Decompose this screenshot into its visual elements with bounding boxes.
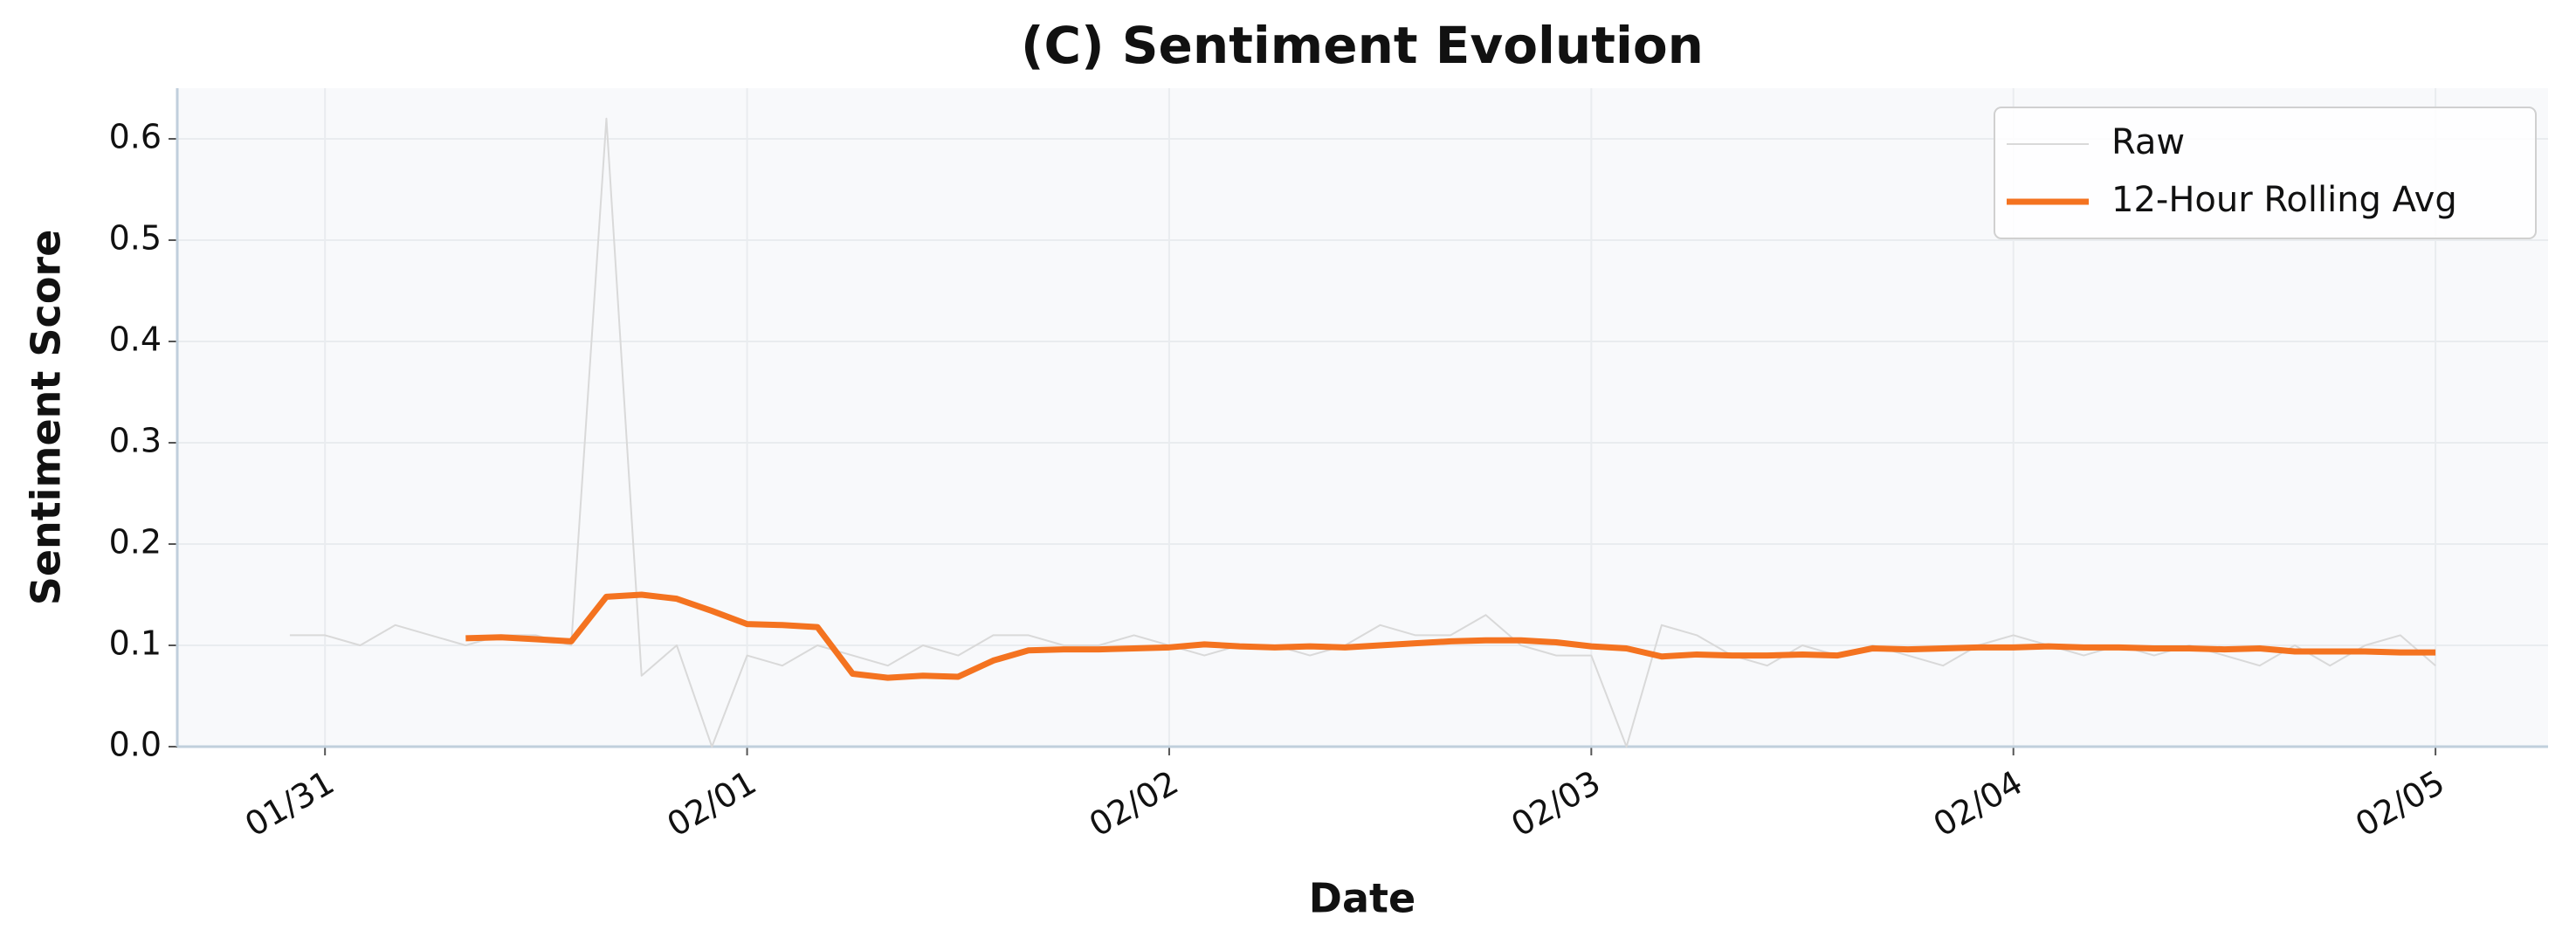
y-tick-label: 0.3 xyxy=(109,422,162,460)
y-axis-label: Sentiment Score xyxy=(23,230,70,606)
y-tick-label: 0.2 xyxy=(109,523,162,562)
x-tick-label: 02/01 xyxy=(660,763,762,844)
x-axis-label: Date xyxy=(1309,875,1415,922)
series-line xyxy=(289,117,2436,748)
legend-box xyxy=(1994,107,2537,239)
legend-label: Raw xyxy=(2111,122,2185,162)
x-tick-label: 02/03 xyxy=(1505,763,1607,844)
y-tick-label: 0.0 xyxy=(109,726,162,764)
x-tick-label: 02/04 xyxy=(1927,763,2029,844)
y-tick-label: 0.5 xyxy=(109,219,162,258)
series-line xyxy=(465,591,2436,681)
x-tick-label: 02/02 xyxy=(1083,763,1185,844)
legend-label: 12-Hour Rolling Avg xyxy=(2111,180,2457,220)
x-tick-label: 02/05 xyxy=(2349,763,2451,844)
x-tick-label: 01/31 xyxy=(238,763,341,844)
y-tick-label: 0.1 xyxy=(109,624,162,663)
y-tick-label: 0.6 xyxy=(109,118,162,156)
y-tick-label: 0.4 xyxy=(109,320,162,359)
chart-title: (C) Sentiment Evolution xyxy=(1021,16,1704,75)
